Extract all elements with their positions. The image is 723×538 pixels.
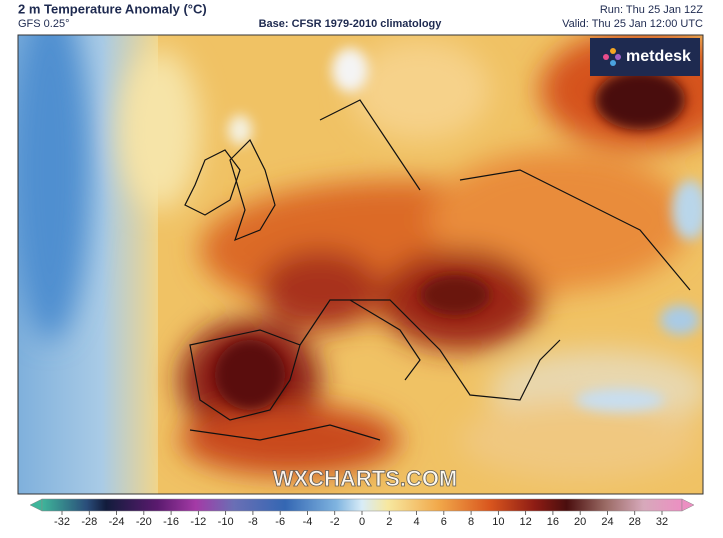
logo: metdesk <box>626 48 691 65</box>
colorbar-tick-label: 16 <box>547 516 559 528</box>
map-frame <box>17 34 704 495</box>
colorbar-tick-label: -24 <box>109 516 125 528</box>
colorbar-tick-label: -6 <box>275 516 285 528</box>
colorbar-tick-label: 28 <box>629 516 641 528</box>
colorbar-tick-label: 0 <box>359 516 365 528</box>
colorbar-tick-label: -16 <box>163 516 179 528</box>
colorbar-tick-label: 8 <box>468 516 474 528</box>
colorbar-tick-label: 12 <box>520 516 532 528</box>
colorbar-tick-label: -32 <box>54 516 70 528</box>
colorbar-tick-label: 20 <box>574 516 586 528</box>
colorbar-tick-label: -4 <box>303 516 313 528</box>
base: Base: CFSR 1979-2010 climatology <box>259 18 443 30</box>
colorbar <box>29 498 695 512</box>
colorbar-tick-label: 6 <box>441 516 447 528</box>
title: 2 m Temperature Anomaly (°C) <box>18 1 207 16</box>
map <box>18 35 703 494</box>
colorbar-tick-label: 2 <box>386 516 392 528</box>
watermark: WXCHARTS.COM <box>273 466 458 491</box>
colorbar-tick-label: 32 <box>656 516 668 528</box>
colorbar-tick-label: -20 <box>136 516 152 528</box>
colorbar-tick-label: -10 <box>218 516 234 528</box>
coastlines <box>184 99 691 441</box>
model: GFS 0.25° <box>18 18 69 30</box>
run: Run: Thu 25 Jan 12Z <box>600 4 703 16</box>
colorbar-tick-label: 4 <box>413 516 419 528</box>
colorbar-tick-label: -28 <box>81 516 97 528</box>
colorbar-tick-label: -12 <box>190 516 206 528</box>
colorbar-tick-label: -8 <box>248 516 258 528</box>
colorbar-tick-label: -2 <box>330 516 340 528</box>
colorbar-tick-label: 24 <box>601 516 613 528</box>
colorbar-tick-label: 10 <box>492 516 504 528</box>
logo-icon <box>603 48 621 66</box>
valid: Valid: Thu 25 Jan 12:00 UTC <box>562 18 703 30</box>
